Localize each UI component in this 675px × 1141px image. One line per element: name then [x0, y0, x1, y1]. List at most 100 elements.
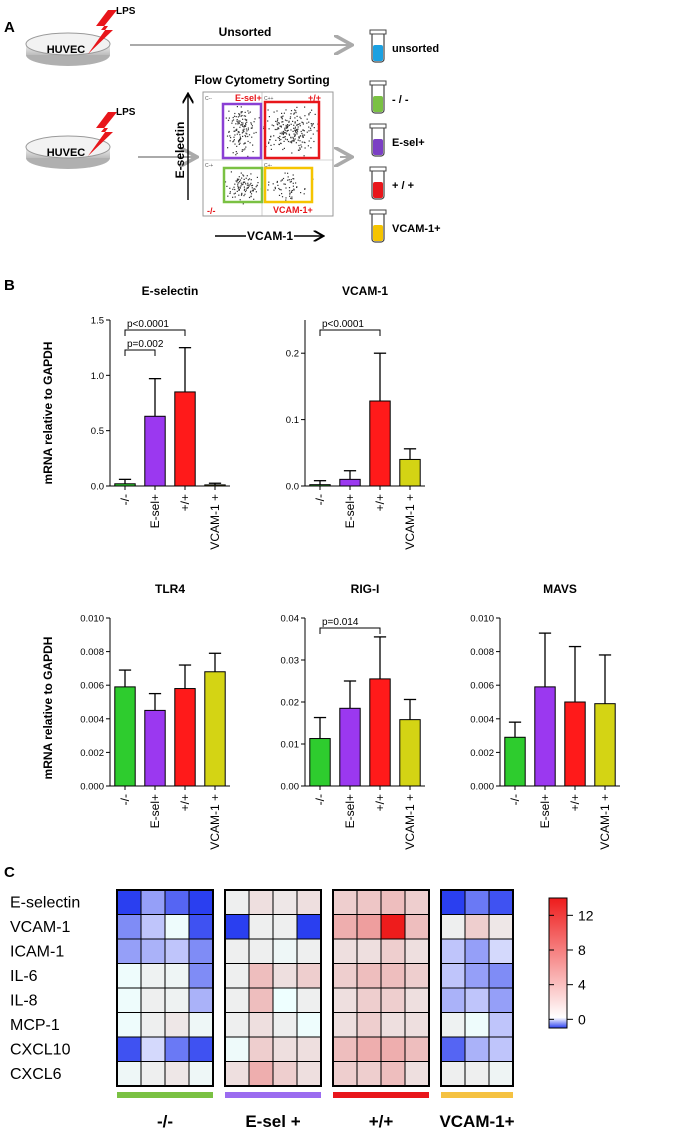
flow-event-dot [284, 129, 286, 132]
flow-event-dot [276, 110, 278, 112]
flow-event-dot [242, 118, 244, 120]
y-axis-label-top: mRNA relative to GAPDH [41, 342, 55, 485]
flow-event-dot [299, 125, 301, 127]
heatmap-cell [188, 938, 214, 964]
flow-event-dot [282, 148, 284, 151]
y-tick-label: 0.04 [281, 614, 300, 625]
x-tick-label: +/+ [178, 794, 192, 811]
flow-event-dot [280, 126, 282, 128]
flow-event-dot [273, 111, 275, 113]
tube-label: E-sel+ [392, 137, 425, 149]
flow-event-dot [283, 112, 285, 114]
p-value-label: p=0.014 [322, 617, 359, 628]
tube-cap [369, 209, 387, 215]
flow-event-dot [241, 132, 243, 134]
flow-event-dot [301, 141, 303, 143]
flow-event-dot [251, 190, 253, 192]
flow-event-dot [236, 179, 238, 181]
heatmap-group-bar [441, 1092, 513, 1098]
y-tick-label: 0.0 [286, 482, 299, 493]
heatmap-cell [296, 914, 322, 940]
flow-event-dot [267, 189, 269, 191]
heatmap-cell [380, 987, 406, 1013]
flow-event-dot [239, 180, 241, 183]
flow-event-dot [292, 120, 294, 122]
heatmap-cell [272, 987, 298, 1013]
flow-event-dot [257, 182, 259, 184]
colorbar: 12 8 4 0 [548, 897, 594, 1029]
flow-event-dot [254, 118, 256, 120]
flow-event-dot [287, 129, 289, 131]
flow-event-dot [248, 134, 251, 136]
flow-event-dot [272, 183, 274, 185]
flow-event-dot [238, 132, 240, 134]
x-tick-label: VCAM-1 + [403, 494, 417, 550]
flow-event-dot [247, 135, 249, 138]
flow-event-dot [233, 126, 235, 129]
flow-event-dot [294, 109, 296, 111]
flow-event-dot [279, 188, 281, 191]
heatmap-group-border [332, 889, 430, 1087]
flow-event-dot [287, 176, 289, 178]
heatmap-cell [440, 963, 466, 989]
tube-fill [373, 45, 383, 61]
flow-event-dot [243, 126, 245, 128]
lightning-icon [88, 112, 117, 156]
flow-event-dot [271, 124, 273, 126]
tube-fill [373, 182, 383, 198]
heatmap-cell [188, 987, 214, 1013]
flow-event-dot [243, 128, 245, 130]
flow-event-dot [243, 195, 245, 197]
bar [339, 478, 361, 487]
flow-event-dot [237, 116, 239, 118]
flow-event-dot [277, 118, 279, 120]
flow-event-dot [238, 189, 240, 191]
heatmap-cell [140, 914, 166, 940]
gate-label-esel: E-sel+ [235, 93, 262, 103]
flow-event-dot [243, 189, 245, 191]
heatmap-cell [164, 938, 190, 964]
flow-event-dot [233, 186, 235, 188]
heatmap-cell [356, 1012, 382, 1038]
tube-cap [369, 123, 387, 129]
flow-event-dot [298, 144, 300, 147]
flow-event-dot [281, 131, 283, 133]
heatmap-cell [332, 889, 358, 915]
flow-event-dot [284, 138, 287, 140]
y-tick-label: 0.00 [281, 782, 300, 793]
heatmap-cell [164, 987, 190, 1013]
tube-fill [373, 96, 383, 112]
heatmap-cell [464, 889, 490, 915]
flow-event-dot [276, 121, 278, 123]
heatmap-row-label: CXCL6 [10, 1066, 62, 1083]
flow-event-dot [292, 185, 294, 187]
flow-event-dot [292, 182, 294, 184]
flow-event-dot [287, 140, 290, 143]
flow-event-dot [235, 151, 237, 153]
heatmap-cell [188, 963, 214, 989]
heatmap-cell [296, 938, 322, 964]
flow-event-dot [310, 123, 312, 125]
heatmap-cell [464, 1061, 490, 1087]
y-tick-label: 1.0 [91, 371, 104, 382]
heatmap-cell [464, 963, 490, 989]
flow-event-dot [308, 126, 310, 128]
flow-event-dot [244, 118, 246, 120]
flow-event-dot [249, 184, 251, 186]
flow-event-dot [268, 116, 270, 118]
flow-event-dot [252, 189, 254, 191]
flow-event-dot [255, 186, 257, 188]
flow-event-dot [245, 146, 247, 148]
flow-event-dot [302, 136, 304, 138]
flow-event-dot [287, 172, 289, 174]
flow-event-dot [289, 141, 291, 143]
heatmap-cell [440, 938, 466, 964]
flow-event-dot [235, 116, 237, 118]
flow-event-dot [289, 193, 291, 195]
flow-event-dot [228, 117, 230, 119]
heatmap-cell [116, 938, 142, 964]
heatmap-cell [188, 1061, 214, 1087]
flow-event-dot [239, 113, 241, 115]
x-tick-label: -/- [118, 794, 132, 805]
flow-event-dot [294, 134, 296, 136]
